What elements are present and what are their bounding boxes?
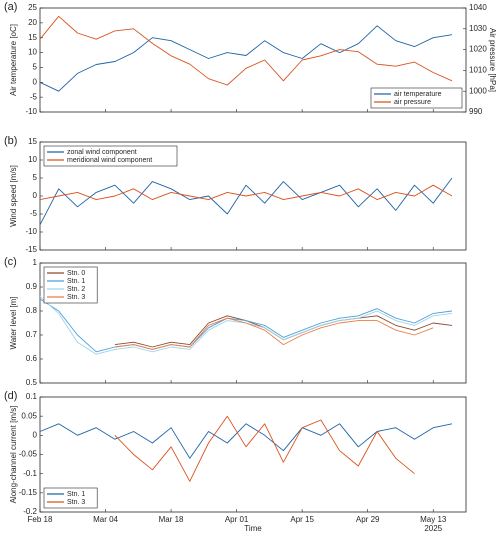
- panel-label: (c): [4, 256, 17, 268]
- y2-tick-label: 1010: [469, 66, 487, 75]
- data-line: [39, 296, 453, 355]
- y-tick-label: 0.5: [26, 378, 38, 387]
- y-tick-label: 25: [28, 3, 37, 12]
- legend-label: Stn. 1: [67, 278, 85, 285]
- y-tick-label: -10: [25, 227, 37, 236]
- y-tick-label: 10: [28, 48, 37, 57]
- panel-label: (b): [4, 135, 17, 147]
- y-tick-label: 20: [28, 18, 37, 27]
- y-tick-label: 1: [33, 258, 38, 267]
- panel-label: (a): [4, 1, 17, 13]
- x-tick-label: Apr 15: [290, 515, 314, 524]
- data-line: [39, 423, 453, 459]
- y-tick-label: 5: [33, 173, 38, 182]
- data-line: [39, 298, 453, 353]
- data-line: [39, 184, 453, 201]
- x-tick-label: Apr 29: [356, 515, 380, 524]
- legend-label: Stn. 3: [67, 294, 85, 301]
- legend-label: Stn. 2: [67, 286, 85, 293]
- data-line: [114, 317, 434, 350]
- y-tick-label: -10: [25, 107, 37, 116]
- y-axis-label: Wind speed [m/s]: [9, 165, 18, 227]
- y2-tick-label: 1030: [469, 24, 487, 33]
- y-tick-label: -0.2: [23, 507, 37, 516]
- data-line: [39, 177, 453, 226]
- y2-axis-label: Air pressure [hPa]: [488, 28, 497, 92]
- y-tick-label: -5: [30, 92, 38, 101]
- legend-box: [43, 487, 98, 509]
- legend-box: [43, 145, 178, 167]
- data-line: [114, 415, 415, 482]
- data-line: [39, 15, 453, 86]
- y-tick-label: 0.05: [21, 411, 37, 420]
- y-tick-label: -15: [25, 245, 37, 254]
- plot-frame: [39, 262, 467, 384]
- y-axis-label: Water level [m]: [9, 296, 18, 349]
- x-tick-label: Feb 18: [28, 515, 53, 524]
- y2-tick-label: 990: [469, 107, 483, 116]
- y-tick-label: 0: [33, 430, 38, 439]
- y-tick-label: 15: [28, 33, 37, 42]
- x-tick-label: Mar 18: [159, 515, 184, 524]
- plot-frame: [39, 396, 467, 513]
- y-tick-label: -0.15: [19, 488, 38, 497]
- y-tick-label: 0.7: [26, 330, 38, 339]
- y-tick-label: 0: [33, 191, 38, 200]
- y-tick-label: 0.8: [26, 306, 38, 315]
- legend-box: [370, 87, 463, 109]
- x-tick-label: May 13: [420, 515, 447, 524]
- y-tick-label: 0.1: [26, 392, 38, 401]
- x-year-label: 2025: [424, 524, 442, 533]
- y-tick-label: -0.05: [19, 450, 38, 459]
- legend-label: Stn. 1: [67, 491, 85, 498]
- y-tick-label: 0: [33, 77, 38, 86]
- legend-label: meridional wind component: [67, 157, 152, 164]
- legend-label: Stn. 0: [67, 270, 85, 277]
- y-axis-label: Air temperature [oC]: [9, 24, 18, 96]
- y-tick-label: -0.1: [23, 469, 37, 478]
- y-tick-label: 0.9: [26, 282, 38, 291]
- panel-label: (d): [4, 390, 17, 402]
- x-axis-label: Time: [244, 524, 262, 533]
- y-tick-label: 5: [33, 63, 38, 72]
- y-tick-label: 15: [28, 137, 37, 146]
- y2-tick-label: 1000: [469, 86, 487, 95]
- y-tick-label: 10: [28, 155, 37, 164]
- y-tick-label: 0.6: [26, 354, 38, 363]
- y-axis-label: Along-channel current [m/s]: [9, 406, 18, 504]
- plot-frame: [39, 7, 467, 113]
- legend-label: Stn. 3: [67, 499, 85, 506]
- y-tick-label: -5: [30, 209, 38, 218]
- y2-tick-label: 1040: [469, 3, 487, 12]
- x-tick-label: Mar 04: [93, 515, 118, 524]
- legend-label: air temperature: [394, 91, 442, 98]
- legend-label: zonal wind component: [67, 149, 137, 156]
- x-tick-label: Apr 01: [225, 515, 249, 524]
- y2-tick-label: 1020: [469, 45, 487, 54]
- legend-label: air pressure: [394, 99, 431, 106]
- data-line: [39, 25, 453, 92]
